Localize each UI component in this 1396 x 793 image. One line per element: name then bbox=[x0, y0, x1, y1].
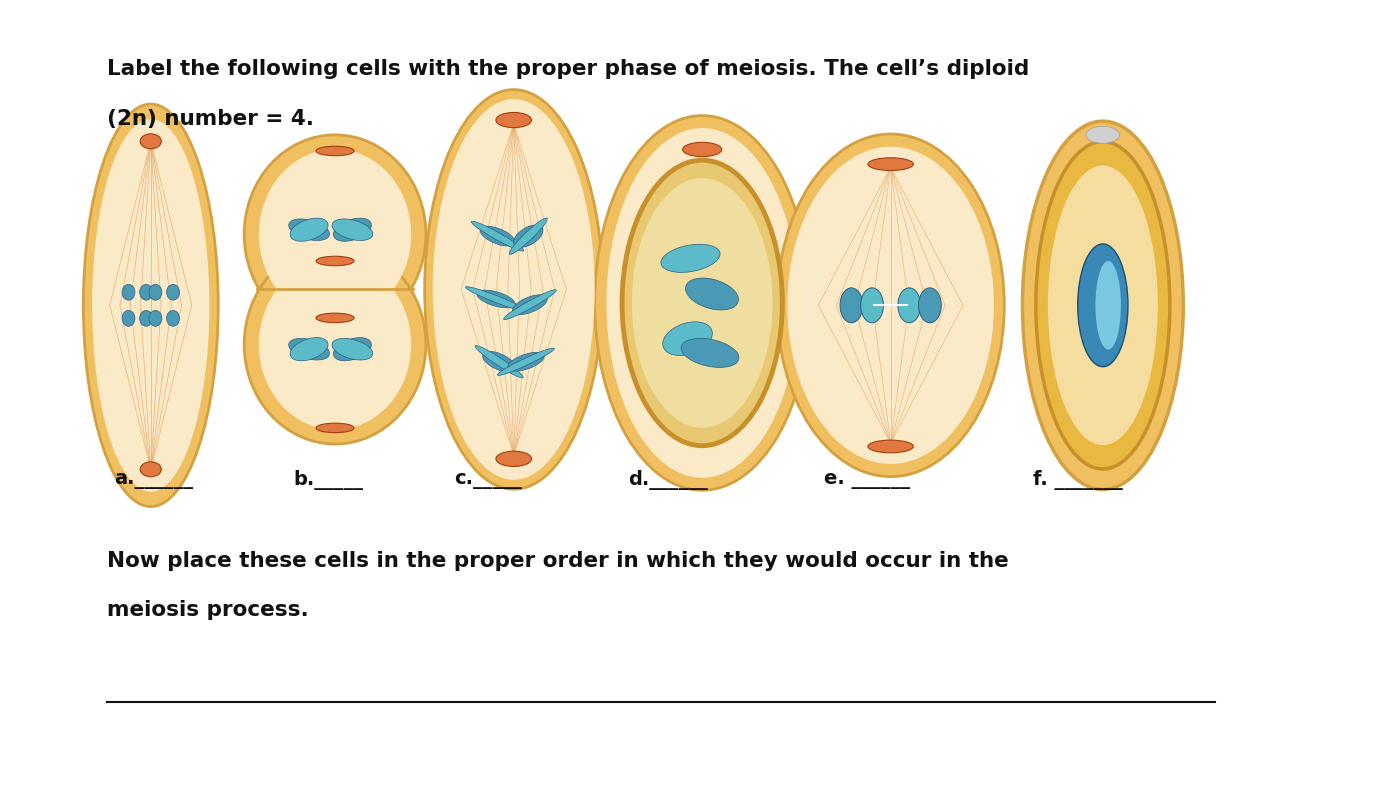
Ellipse shape bbox=[787, 147, 994, 464]
Ellipse shape bbox=[512, 295, 547, 315]
Ellipse shape bbox=[466, 287, 526, 311]
Ellipse shape bbox=[258, 259, 412, 430]
Ellipse shape bbox=[332, 219, 373, 240]
Ellipse shape bbox=[1048, 166, 1157, 445]
Ellipse shape bbox=[685, 278, 738, 310]
Ellipse shape bbox=[496, 451, 532, 466]
Ellipse shape bbox=[334, 218, 371, 241]
Text: (2n) number = 4.: (2n) number = 4. bbox=[107, 109, 314, 129]
Ellipse shape bbox=[868, 440, 913, 453]
Ellipse shape bbox=[140, 462, 162, 477]
Ellipse shape bbox=[149, 310, 162, 326]
Ellipse shape bbox=[868, 158, 913, 170]
Ellipse shape bbox=[140, 134, 162, 149]
Ellipse shape bbox=[683, 142, 722, 157]
Ellipse shape bbox=[663, 322, 712, 355]
Ellipse shape bbox=[1086, 126, 1120, 144]
Ellipse shape bbox=[315, 256, 355, 266]
Ellipse shape bbox=[623, 160, 782, 446]
Ellipse shape bbox=[514, 225, 543, 247]
Ellipse shape bbox=[140, 310, 152, 326]
Ellipse shape bbox=[480, 226, 515, 246]
Ellipse shape bbox=[334, 338, 371, 361]
Ellipse shape bbox=[606, 128, 799, 477]
Ellipse shape bbox=[504, 289, 556, 320]
Ellipse shape bbox=[681, 339, 738, 367]
Ellipse shape bbox=[315, 313, 355, 323]
Ellipse shape bbox=[166, 310, 180, 326]
Ellipse shape bbox=[121, 310, 135, 326]
Ellipse shape bbox=[121, 285, 135, 301]
Ellipse shape bbox=[898, 288, 920, 323]
Ellipse shape bbox=[258, 149, 412, 320]
Text: d.______: d.______ bbox=[628, 469, 708, 490]
Ellipse shape bbox=[315, 423, 355, 433]
Ellipse shape bbox=[1078, 244, 1128, 366]
Ellipse shape bbox=[315, 146, 355, 155]
Text: e. ______: e. ______ bbox=[824, 470, 910, 489]
Ellipse shape bbox=[1036, 142, 1170, 469]
Ellipse shape bbox=[496, 113, 532, 128]
Ellipse shape bbox=[475, 346, 524, 378]
Ellipse shape bbox=[1022, 121, 1184, 489]
Ellipse shape bbox=[149, 285, 162, 301]
Ellipse shape bbox=[140, 285, 152, 301]
Text: Now place these cells in the proper order in which they would occur in the: Now place these cells in the proper orde… bbox=[107, 551, 1009, 571]
Ellipse shape bbox=[508, 352, 544, 371]
Ellipse shape bbox=[332, 339, 373, 360]
Ellipse shape bbox=[595, 116, 810, 490]
Ellipse shape bbox=[840, 288, 863, 323]
Ellipse shape bbox=[424, 90, 603, 489]
Text: b._____: b._____ bbox=[293, 469, 363, 490]
Ellipse shape bbox=[497, 348, 554, 375]
Ellipse shape bbox=[483, 351, 515, 372]
Ellipse shape bbox=[166, 285, 180, 301]
Text: Label the following cells with the proper phase of meiosis. The cell’s diploid: Label the following cells with the prope… bbox=[107, 59, 1030, 79]
Ellipse shape bbox=[477, 290, 515, 308]
Ellipse shape bbox=[289, 219, 329, 240]
Text: f. _______: f. _______ bbox=[1033, 469, 1122, 490]
Text: a.______: a.______ bbox=[114, 470, 194, 489]
Ellipse shape bbox=[861, 288, 884, 323]
Ellipse shape bbox=[919, 288, 941, 323]
Ellipse shape bbox=[1096, 261, 1121, 350]
Ellipse shape bbox=[433, 99, 595, 480]
Ellipse shape bbox=[244, 245, 426, 444]
Ellipse shape bbox=[92, 119, 209, 492]
Ellipse shape bbox=[84, 104, 218, 507]
Ellipse shape bbox=[510, 218, 547, 255]
Ellipse shape bbox=[660, 244, 720, 273]
Text: c._____: c._____ bbox=[454, 470, 522, 489]
Ellipse shape bbox=[632, 178, 772, 428]
Ellipse shape bbox=[778, 134, 1004, 477]
Ellipse shape bbox=[472, 221, 524, 251]
Ellipse shape bbox=[244, 135, 426, 334]
Text: meiosis process.: meiosis process. bbox=[107, 600, 310, 620]
Ellipse shape bbox=[290, 338, 328, 361]
Ellipse shape bbox=[289, 339, 329, 360]
Ellipse shape bbox=[290, 218, 328, 241]
